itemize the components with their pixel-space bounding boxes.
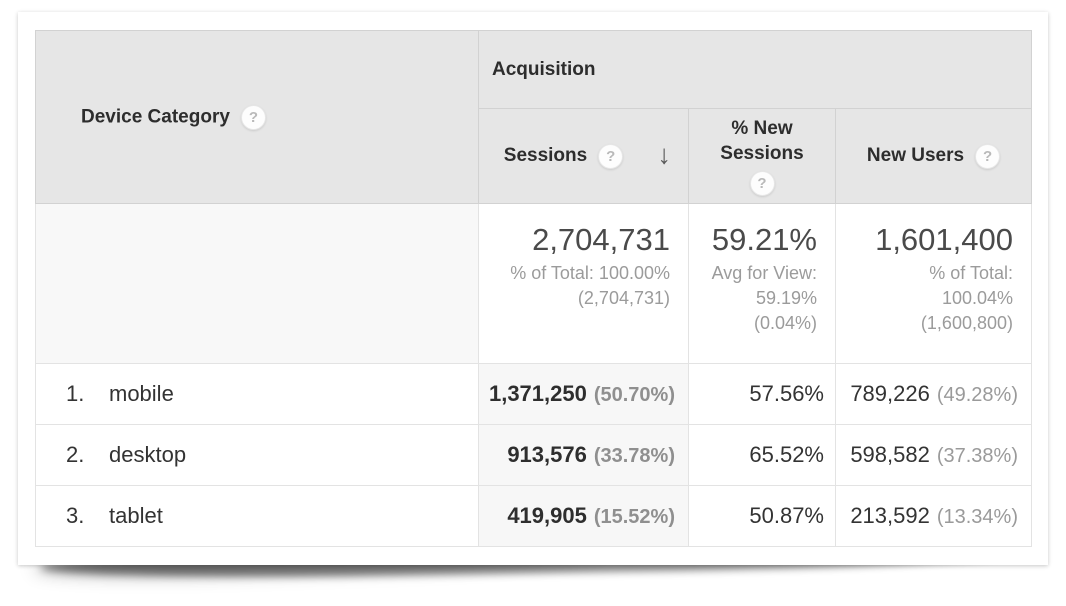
- summary-sessions-value: 2,704,731: [532, 222, 670, 257]
- sessions-percent: (33.78%): [593, 445, 675, 467]
- device-category-label: Device Category: [81, 106, 230, 128]
- summary-new-users-subtext: % of Total: 100.04% (1,600,800): [920, 263, 1013, 333]
- new-users-value: 598,582: [850, 442, 930, 467]
- summary-percent-new-sessions-value: 59.21%: [711, 222, 817, 257]
- category-link[interactable]: mobile: [109, 381, 174, 406]
- new-users-percent: (37.38%): [936, 445, 1018, 467]
- cell-sessions: 419,905 (15.52%): [478, 485, 689, 547]
- new-users-value: 213,592: [850, 503, 930, 528]
- summary-new-users-value: 1,601,400: [875, 222, 1013, 257]
- cell-new-users: 213,592 (13.34%): [835, 485, 1032, 547]
- percent-new-sessions-label: % New Sessions: [720, 118, 804, 164]
- column-header-new-users[interactable]: New Users?: [835, 108, 1032, 204]
- row-rank: 2.: [66, 442, 85, 467]
- cell-new-users: 789,226 (49.28%): [835, 363, 1032, 425]
- table-row: 3. tablet 419,905 (15.52%) 50.87% 213,592 (…: [35, 485, 1032, 547]
- cell-percent-new-sessions: 50.87%: [688, 485, 836, 547]
- cell-sessions: 1,371,250 (50.70%): [478, 363, 689, 425]
- new-users-percent: (13.34%): [936, 506, 1018, 528]
- cell-percent-new-sessions: 57.56%: [688, 363, 836, 425]
- row-rank: 3.: [66, 503, 85, 528]
- summary-new-users-cell: 1,601,400 % of Total: 100.04% (1,600,800…: [835, 203, 1032, 364]
- sessions-value: 1,371,250: [488, 381, 587, 406]
- acquisition-label: Acquisition: [492, 58, 596, 80]
- summary-percent-new-sessions-cell: 59.21% Avg for View: 59.19% (0.04%): [688, 203, 836, 364]
- sort-descending-icon[interactable]: ↓: [657, 139, 672, 170]
- cell-category: 2. desktop: [35, 424, 479, 486]
- new-users-percent: (49.28%): [936, 384, 1018, 406]
- sessions-value: 419,905: [507, 503, 587, 528]
- new-users-label: New Users: [866, 145, 965, 166]
- category-link[interactable]: tablet: [109, 503, 163, 528]
- sessions-label: Sessions: [503, 145, 588, 166]
- category-link[interactable]: desktop: [109, 442, 187, 467]
- summary-sessions-subtext: % of Total: 100.00% (2,704,731): [510, 263, 670, 308]
- help-icon[interactable]: ?: [240, 104, 266, 130]
- cell-category: 3. tablet: [35, 485, 479, 547]
- table-row: 2. desktop 913,576 (33.78%) 65.52% 598,582…: [35, 424, 1032, 486]
- cell-new-users: 598,582 (37.38%): [835, 424, 1032, 486]
- sessions-value: 913,576: [507, 442, 587, 467]
- help-icon[interactable]: ?: [598, 143, 624, 169]
- help-icon[interactable]: ?: [975, 143, 1001, 169]
- column-header-device-category[interactable]: Device Category?: [35, 30, 479, 204]
- help-icon[interactable]: ?: [749, 171, 775, 196]
- row-rank: 1.: [66, 381, 85, 406]
- sessions-percent: (50.70%): [593, 384, 675, 406]
- cell-percent-new-sessions: 65.52%: [688, 424, 836, 486]
- summary-percent-new-sessions-subtext: Avg for View: 59.19% (0.04%): [711, 263, 817, 333]
- column-header-percent-new-sessions[interactable]: % New Sessions ?: [688, 108, 836, 204]
- cell-sessions: 913,576 (33.78%): [478, 424, 689, 486]
- new-users-value: 789,226: [850, 381, 930, 406]
- column-header-sessions[interactable]: Sessions? ↓: [478, 108, 689, 204]
- summary-sessions-cell: 2,704,731 % of Total: 100.00% (2,704,731…: [478, 203, 689, 364]
- report-card: Device Category? Acquisition Sessions? ↓…: [18, 12, 1048, 565]
- sessions-percent: (15.52%): [593, 506, 675, 528]
- device-category-table: Device Category? Acquisition Sessions? ↓…: [35, 30, 1032, 547]
- table-row: 1. mobile 1,371,250 (50.70%) 57.56% 789,22…: [35, 363, 1032, 425]
- cell-category: 1. mobile: [35, 363, 479, 425]
- group-header-acquisition: Acquisition: [478, 30, 1032, 109]
- summary-dimension-cell: [35, 203, 479, 364]
- summary-row: 2,704,731 % of Total: 100.00% (2,704,731…: [35, 203, 1032, 364]
